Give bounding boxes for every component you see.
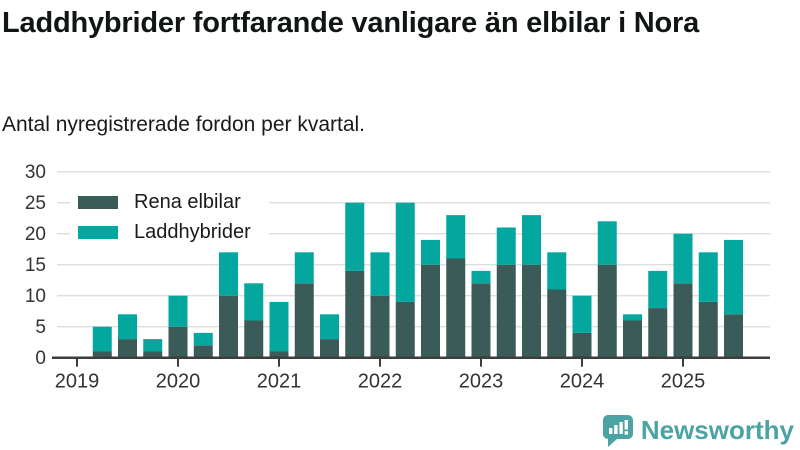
- bar-segment: [623, 320, 642, 358]
- bar-segment: [597, 264, 617, 358]
- page-title: Laddhybrider fortfarande vanligare än el…: [2, 7, 700, 39]
- bar-segment: [345, 270, 365, 358]
- bar-segment: [673, 283, 693, 358]
- bar-segment: [471, 270, 491, 284]
- bar-segment: [648, 308, 668, 358]
- bar-segment: [118, 339, 137, 358]
- bar-segment: [395, 301, 415, 358]
- bar-segment: [724, 314, 743, 358]
- bar-segment: [269, 301, 289, 352]
- bar-segment: [698, 252, 718, 302]
- x-tick-label: 2025: [661, 371, 706, 393]
- x-tick-label: 2020: [156, 371, 201, 393]
- bar-segment: [320, 314, 339, 340]
- x-tick-label: 2021: [257, 371, 302, 393]
- bar-segment: [572, 332, 592, 358]
- bar-segment: [547, 289, 567, 358]
- chart-legend: Rena elbilar Laddhybrider: [70, 186, 269, 249]
- y-tick-label: 30: [25, 162, 46, 183]
- bar-segment: [244, 320, 264, 358]
- bar-segment: [193, 345, 213, 358]
- bar-chart-speech-bubble-icon: [602, 415, 633, 447]
- bar-segment: [92, 351, 112, 358]
- y-tick-label: 5: [35, 317, 46, 338]
- bar-segment: [193, 332, 213, 346]
- legend-label: Rena elbilar: [134, 191, 241, 213]
- bar-segment: [168, 295, 188, 327]
- bar-segment: [143, 351, 163, 358]
- x-tick-label: 2022: [358, 371, 403, 393]
- bar-segment: [345, 202, 365, 271]
- bar-segment: [724, 239, 743, 315]
- bar-segment: [446, 258, 466, 358]
- bar-segment: [421, 239, 440, 265]
- bar-segment: [320, 339, 339, 358]
- legend-swatch-icon: [78, 226, 118, 239]
- y-tick-label: 15: [25, 255, 46, 276]
- bar-segment: [496, 264, 516, 358]
- bar-segment: [572, 295, 592, 333]
- legend-item-laddhybrider: Laddhybrider: [78, 221, 251, 244]
- bar-segment: [547, 252, 567, 290]
- legend-label: Laddhybrider: [134, 221, 251, 243]
- bar-segment: [597, 221, 617, 265]
- bar-segment: [446, 215, 466, 259]
- x-tick-label: 2023: [459, 371, 504, 393]
- bar-segment: [168, 326, 188, 358]
- bar-segment: [244, 283, 264, 321]
- bar-segment: [294, 283, 314, 358]
- bar-segment: [219, 252, 238, 296]
- newsworthy-logo[interactable]: Newsworthy: [600, 413, 794, 447]
- bar-segment: [496, 227, 516, 265]
- bar-segment: [118, 314, 137, 340]
- x-tick-label: 2024: [560, 371, 605, 393]
- bar-segment: [522, 264, 541, 358]
- bar-segment: [471, 283, 491, 358]
- bar-segment: [294, 252, 314, 284]
- y-tick-label: 20: [25, 224, 46, 245]
- x-tick-label: 2019: [55, 371, 100, 393]
- bar-segment: [698, 301, 718, 358]
- y-tick-label: 25: [25, 193, 46, 214]
- bar-segment: [219, 295, 238, 358]
- y-tick-label: 0: [35, 348, 46, 369]
- chart-subtitle: Antal nyregistrerade fordon per kvartal.: [2, 113, 366, 136]
- bar-segment: [269, 351, 289, 358]
- bar-segment: [92, 326, 112, 352]
- bar-segment: [370, 252, 390, 296]
- bar-segment: [673, 233, 693, 284]
- bar-segment: [143, 339, 163, 352]
- bar-segment: [623, 314, 642, 321]
- legend-item-rena-elbilar: Rena elbilar: [78, 191, 251, 214]
- bar-segment: [395, 202, 415, 302]
- bar-segment: [421, 264, 440, 358]
- y-tick-label: 10: [25, 286, 46, 307]
- bar-segment: [522, 215, 541, 265]
- bar-segment: [648, 270, 668, 309]
- bar-segment: [370, 295, 390, 358]
- legend-swatch-icon: [78, 196, 118, 209]
- brand-name: Newsworthy: [640, 414, 794, 445]
